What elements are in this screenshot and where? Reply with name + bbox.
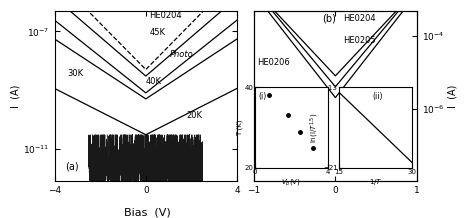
Y-axis label: I  (A): I (A) bbox=[10, 84, 20, 108]
Text: 40K: 40K bbox=[146, 77, 162, 86]
Y-axis label: T (K): T (K) bbox=[237, 119, 243, 136]
X-axis label: $1/T$: $1/T$ bbox=[369, 177, 383, 187]
Text: HE0204: HE0204 bbox=[344, 14, 376, 23]
Text: Bias  (V): Bias (V) bbox=[124, 208, 170, 218]
Text: HE0204: HE0204 bbox=[149, 11, 182, 20]
Text: Photo: Photo bbox=[170, 50, 193, 59]
Text: 45K: 45K bbox=[149, 28, 165, 37]
Y-axis label: I  (A): I (A) bbox=[447, 84, 457, 108]
Text: 30K: 30K bbox=[67, 68, 83, 78]
Text: (ii): (ii) bbox=[372, 92, 383, 101]
Text: (b): (b) bbox=[322, 13, 336, 23]
Text: (a): (a) bbox=[65, 161, 79, 171]
Text: (i): (i) bbox=[258, 92, 266, 101]
Text: HE0206: HE0206 bbox=[257, 58, 290, 67]
Text: 20K: 20K bbox=[186, 111, 202, 120]
Text: HE0205: HE0205 bbox=[344, 36, 376, 45]
Y-axis label: ln(I/$T^{1.5}$): ln(I/$T^{1.5}$) bbox=[309, 112, 321, 143]
X-axis label: $V_b$(V): $V_b$(V) bbox=[282, 177, 301, 187]
